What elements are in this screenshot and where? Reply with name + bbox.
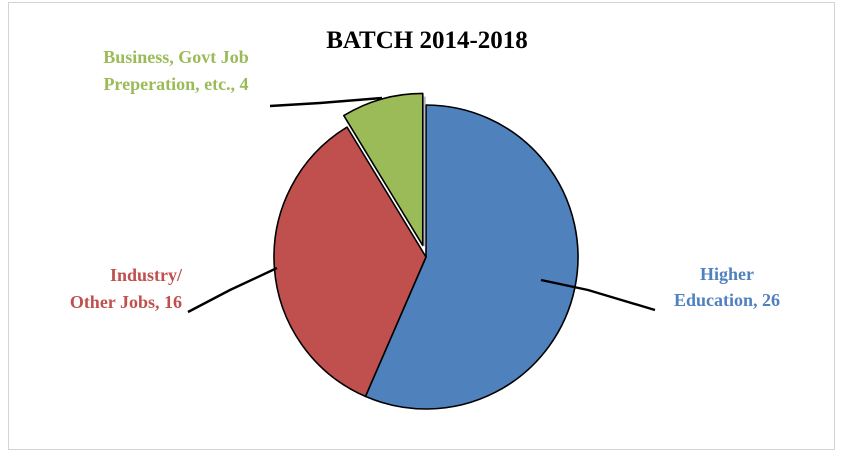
data-label-3-line-2: Preperation, etc., 4: [103, 74, 248, 94]
data-label-1-line-2: Education, 26: [674, 290, 780, 310]
data-label-3: Business, Govt Job Preperation, etc., 4: [103, 47, 249, 94]
leader-line-2: [187, 266, 278, 314]
data-label-2-line-1: Industry/: [110, 265, 183, 285]
data-label-1: Higher Education, 26: [674, 264, 780, 310]
chart-title: BATCH 2014-2018: [326, 27, 528, 54]
data-label-2-line-2: Other Jobs, 16: [70, 292, 182, 312]
leader-line-3: [269, 96, 383, 108]
leader-line-1: [540, 278, 656, 312]
data-label-1-line-1: Higher: [700, 264, 754, 284]
data-label-3-line-1: Business, Govt Job: [103, 47, 249, 67]
data-label-2: Industry/Other Jobs, 16: [70, 265, 183, 312]
pie-slice-2: [273, 126, 427, 398]
